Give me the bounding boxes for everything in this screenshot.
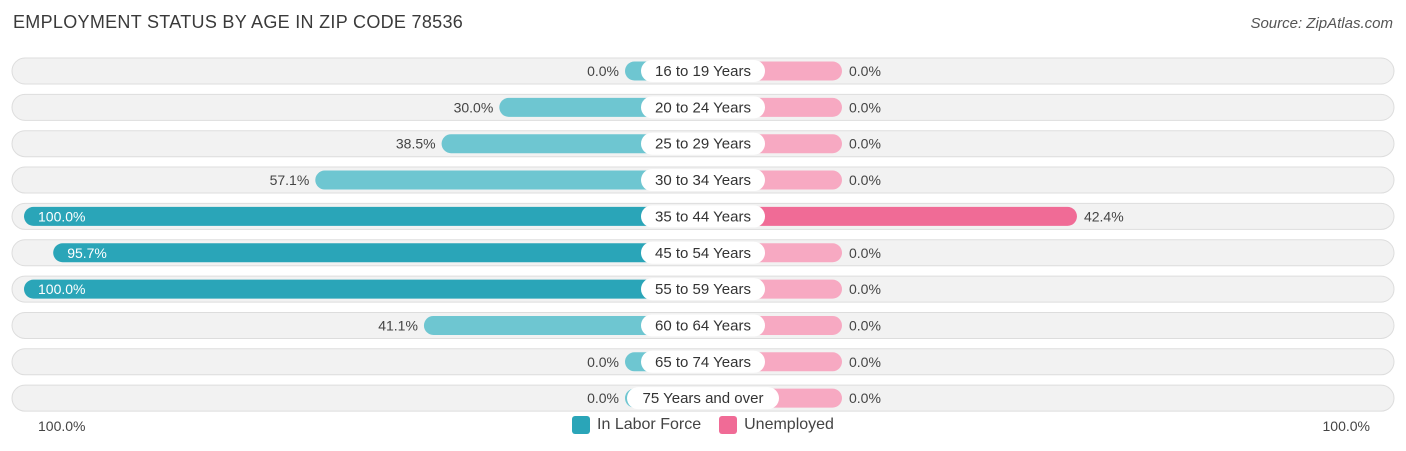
value-labor-force-65-to-74-years: 0.0% <box>587 354 619 370</box>
legend-label-labor-force: In Labor Force <box>597 416 702 433</box>
category-label-16-to-19-years: 16 to 19 Years <box>655 63 751 80</box>
category-pill-16-to-19-years <box>641 60 765 82</box>
value-unemployed-75-years-and-over: 0.0% <box>849 390 881 406</box>
bar-labor-force-45-to-54-years <box>53 243 703 263</box>
value-labor-force-30-to-34-years: 57.1% <box>270 172 310 188</box>
value-unemployed-25-to-29-years: 0.0% <box>849 136 881 152</box>
category-pill-75-years-and-over <box>627 387 779 410</box>
value-labor-force-55-to-59-years: 100.0% <box>38 281 85 297</box>
axis-left-label: 100.0% <box>38 418 86 434</box>
category-label-35-to-44-years: 35 to 44 Years <box>655 208 751 225</box>
category-label-20-to-24-years: 20 to 24 Years <box>655 99 751 116</box>
legend: In Labor Force Unemployed <box>0 416 1406 434</box>
legend-item-unemployed: Unemployed <box>719 416 834 434</box>
bar-labor-force-25-to-29-years <box>441 134 703 154</box>
chart-title: EMPLOYMENT STATUS BY AGE IN ZIP CODE 785… <box>13 12 464 32</box>
value-unemployed-16-to-19-years: 0.0% <box>849 63 881 79</box>
value-labor-force-20-to-24-years: 30.0% <box>454 99 494 115</box>
category-label-55-to-59-years: 55 to 59 Years <box>655 281 751 298</box>
category-label-65-to-74-years: 65 to 74 Years <box>655 354 751 371</box>
legend-swatch-unemployed <box>719 416 738 434</box>
value-unemployed-55-to-59-years: 0.0% <box>849 281 881 297</box>
category-pill-35-to-44-years <box>641 205 765 228</box>
category-label-25-to-29-years: 25 to 29 Years <box>655 136 751 153</box>
category-label-75-years-and-over: 75 Years and over <box>643 390 764 407</box>
bar-unemployed-35-to-44-years <box>703 206 1077 226</box>
value-labor-force-35-to-44-years: 100.0% <box>38 208 85 224</box>
bar-labor-force-30-to-34-years <box>315 170 703 190</box>
legend-label-unemployed: Unemployed <box>744 416 834 433</box>
category-pill-55-to-59-years <box>641 278 765 301</box>
value-unemployed-35-to-44-years: 42.4% <box>1084 208 1124 224</box>
value-labor-force-25-to-29-years: 38.5% <box>396 136 436 152</box>
category-pill-30-to-34-years <box>641 169 765 192</box>
category-label-30-to-34-years: 30 to 34 Years <box>655 172 751 189</box>
legend-swatch-labor-force <box>572 416 591 434</box>
source-label: Source: ZipAtlas.com <box>1250 15 1393 32</box>
bar-labor-force-35-to-44-years <box>24 206 703 226</box>
value-labor-force-16-to-19-years: 0.0% <box>587 63 619 79</box>
legend-item-labor-force: In Labor Force <box>572 416 701 434</box>
value-labor-force-45-to-54-years: 95.7% <box>67 245 107 261</box>
bar-labor-force-60-to-64-years <box>423 315 703 335</box>
category-label-45-to-54-years: 45 to 54 Years <box>655 245 751 262</box>
value-labor-force-75-years-and-over: 0.0% <box>587 390 619 406</box>
category-pill-45-to-54-years <box>641 241 765 264</box>
category-pill-25-to-29-years <box>641 132 765 155</box>
axis-right-label: 100.0% <box>1322 418 1370 434</box>
category-pill-60-to-64-years <box>641 314 765 337</box>
value-unemployed-45-to-54-years: 0.0% <box>849 245 881 261</box>
bar-labor-force-55-to-59-years <box>24 279 703 299</box>
value-labor-force-60-to-64-years: 41.1% <box>378 317 418 333</box>
value-unemployed-20-to-24-years: 0.0% <box>849 99 881 115</box>
value-unemployed-65-to-74-years: 0.0% <box>849 354 881 370</box>
value-unemployed-60-to-64-years: 0.0% <box>849 317 881 333</box>
value-unemployed-30-to-34-years: 0.0% <box>849 172 881 188</box>
diverging-bar-chart: 16 to 19 Years 0.0% 0.0% 20 to 24 Years 30.0… <box>11 57 1395 412</box>
category-pill-20-to-24-years <box>641 96 765 119</box>
category-pill-65-to-74-years <box>641 350 765 373</box>
category-label-60-to-64-years: 60 to 64 Years <box>655 317 751 334</box>
